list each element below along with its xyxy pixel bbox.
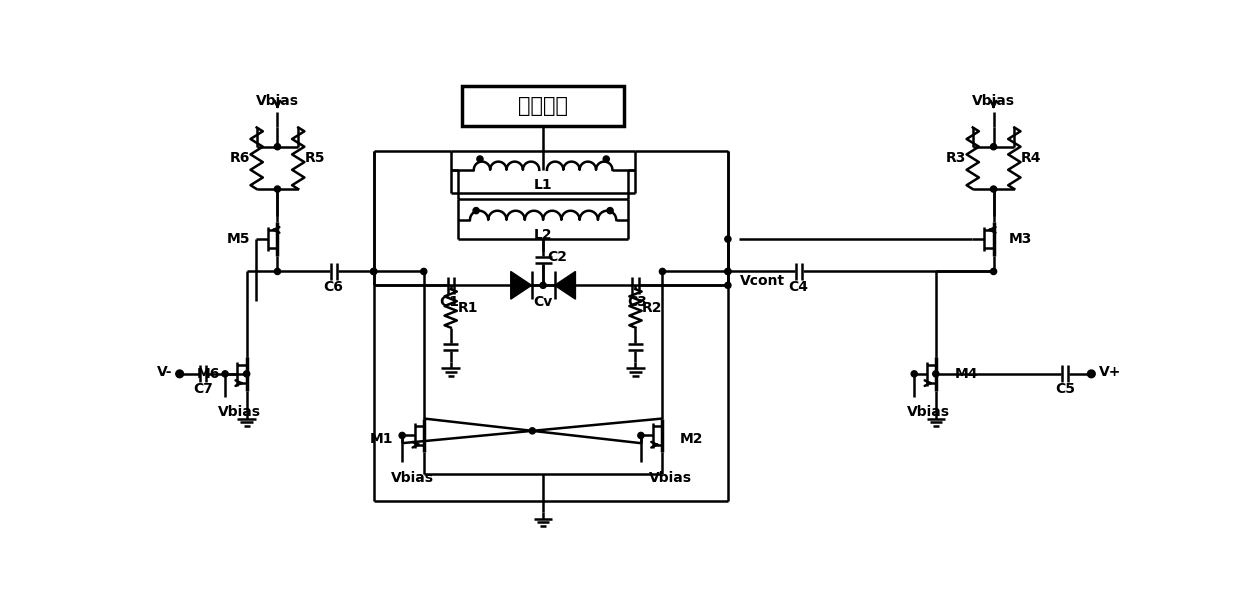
Text: C7: C7 <box>193 383 213 396</box>
Text: 稳压电路: 稳压电路 <box>518 96 568 116</box>
Text: Vbias: Vbias <box>217 405 260 419</box>
Text: R2: R2 <box>642 302 662 316</box>
Circle shape <box>477 156 484 162</box>
Circle shape <box>1087 370 1095 378</box>
Text: C6: C6 <box>324 280 343 294</box>
Text: R3: R3 <box>946 151 966 166</box>
Circle shape <box>725 236 732 242</box>
Circle shape <box>243 371 249 377</box>
Text: Vbias: Vbias <box>391 471 434 485</box>
Text: Vcont: Vcont <box>739 275 785 289</box>
Polygon shape <box>511 272 532 299</box>
Text: C4: C4 <box>789 280 808 294</box>
Circle shape <box>991 186 997 192</box>
Circle shape <box>725 268 732 275</box>
Text: Vbias: Vbias <box>255 94 299 107</box>
Circle shape <box>420 268 427 275</box>
Circle shape <box>472 208 479 214</box>
Circle shape <box>603 156 609 162</box>
Circle shape <box>608 208 613 214</box>
Text: R5: R5 <box>305 151 325 166</box>
Circle shape <box>371 268 377 275</box>
Text: M5: M5 <box>227 232 250 246</box>
Text: L1: L1 <box>533 178 552 192</box>
Circle shape <box>991 143 997 150</box>
Circle shape <box>539 282 546 288</box>
Text: Vbias: Vbias <box>649 471 692 485</box>
Circle shape <box>176 370 184 378</box>
Circle shape <box>274 186 280 192</box>
Text: R4: R4 <box>1021 151 1042 166</box>
Circle shape <box>725 282 732 288</box>
Circle shape <box>991 268 997 275</box>
Text: M2: M2 <box>680 432 703 446</box>
Circle shape <box>529 428 536 434</box>
Text: C5: C5 <box>1055 383 1075 396</box>
Polygon shape <box>554 272 575 299</box>
Text: M1: M1 <box>370 432 393 446</box>
Text: C2: C2 <box>547 250 567 264</box>
Text: Vbias: Vbias <box>972 94 1016 107</box>
Circle shape <box>371 268 377 275</box>
Text: M6: M6 <box>196 367 219 381</box>
Text: C1: C1 <box>439 295 459 309</box>
Text: Cv: Cv <box>533 295 553 309</box>
FancyBboxPatch shape <box>463 86 624 126</box>
Text: R1: R1 <box>458 302 477 316</box>
Text: M3: M3 <box>1009 232 1032 246</box>
Circle shape <box>399 432 405 438</box>
Circle shape <box>932 371 939 377</box>
Text: V-: V- <box>156 365 172 379</box>
Text: R6: R6 <box>229 151 250 166</box>
Circle shape <box>637 432 644 438</box>
Text: M4: M4 <box>955 367 978 381</box>
Text: L2: L2 <box>533 228 552 242</box>
Circle shape <box>274 268 280 275</box>
Circle shape <box>222 371 228 377</box>
Circle shape <box>274 143 280 150</box>
Text: V+: V+ <box>1099 365 1121 379</box>
Circle shape <box>911 371 918 377</box>
Text: Vbias: Vbias <box>906 405 950 419</box>
Circle shape <box>725 268 732 275</box>
Circle shape <box>660 268 666 275</box>
Text: C3: C3 <box>627 295 647 309</box>
